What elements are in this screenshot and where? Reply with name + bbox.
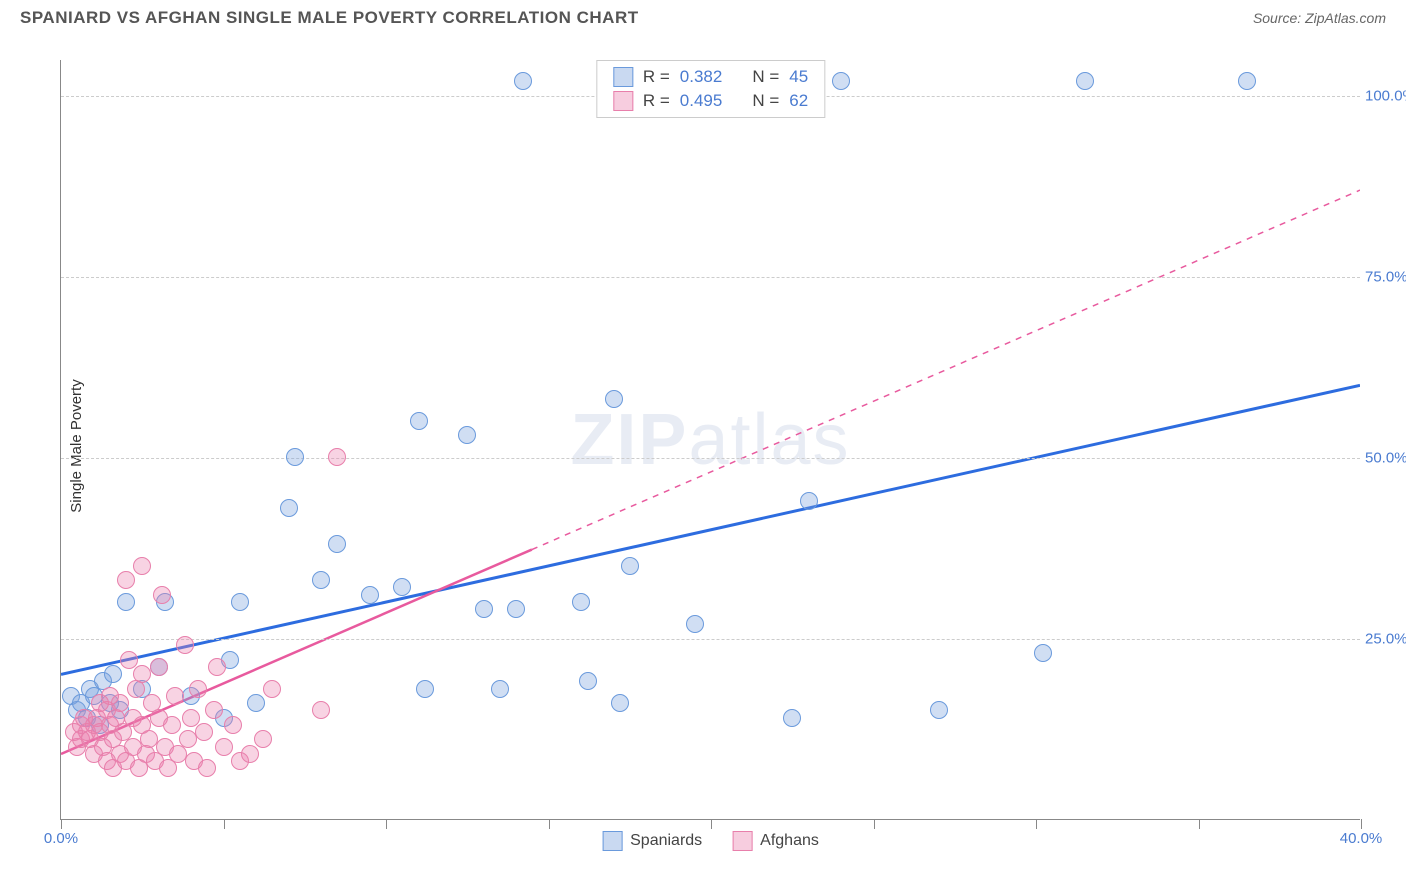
scatter-point — [800, 492, 818, 510]
x-tick-label: 40.0% — [1340, 830, 1383, 847]
scatter-point — [458, 426, 476, 444]
scatter-point — [579, 672, 597, 690]
scatter-point — [133, 665, 151, 683]
y-tick-label: 75.0% — [1365, 269, 1406, 286]
scatter-point — [361, 586, 379, 604]
scatter-point — [205, 701, 223, 719]
scatter-point — [208, 658, 226, 676]
scatter-point — [410, 412, 428, 430]
chart-plot-area: ZIPatlas 25.0%50.0%75.0%100.0%0.0%40.0%R… — [60, 60, 1360, 820]
y-tick-label: 50.0% — [1365, 450, 1406, 467]
x-tick — [1036, 819, 1037, 829]
scatter-point — [280, 499, 298, 517]
scatter-point — [686, 615, 704, 633]
scatter-point — [247, 694, 265, 712]
stats-row: R = 0.495 N = 62 — [613, 91, 808, 111]
scatter-point — [605, 390, 623, 408]
n-label: N = — [752, 67, 779, 87]
scatter-point — [572, 593, 590, 611]
y-tick-label: 100.0% — [1365, 88, 1406, 105]
r-value: 0.495 — [680, 91, 723, 111]
scatter-point — [153, 586, 171, 604]
x-tick — [224, 819, 225, 829]
x-tick — [549, 819, 550, 829]
legend-swatch — [732, 831, 752, 851]
scatter-point — [215, 738, 233, 756]
legend-label: Spaniards — [630, 832, 702, 850]
gridline-h — [61, 458, 1360, 459]
scatter-point — [189, 680, 207, 698]
x-tick — [711, 819, 712, 829]
scatter-point — [120, 651, 138, 669]
trendline-dashed — [532, 190, 1360, 549]
scatter-point — [117, 593, 135, 611]
n-value: 62 — [789, 91, 808, 111]
scatter-point — [312, 701, 330, 719]
scatter-point — [195, 723, 213, 741]
legend-swatch — [602, 831, 622, 851]
chart-title: SPANIARD VS AFGHAN SINGLE MALE POVERTY C… — [20, 8, 639, 28]
scatter-point — [611, 694, 629, 712]
n-label: N = — [752, 91, 779, 111]
scatter-point — [104, 665, 122, 683]
source-attribution: Source: ZipAtlas.com — [1253, 10, 1386, 26]
scatter-point — [621, 557, 639, 575]
scatter-point — [198, 759, 216, 777]
scatter-point — [491, 680, 509, 698]
scatter-point — [117, 571, 135, 589]
scatter-point — [241, 745, 259, 763]
legend-label: Afghans — [760, 832, 819, 850]
scatter-point — [179, 730, 197, 748]
scatter-point — [507, 600, 525, 618]
scatter-point — [832, 72, 850, 90]
r-label: R = — [643, 67, 670, 87]
x-tick — [1199, 819, 1200, 829]
scatter-point — [163, 716, 181, 734]
scatter-point — [150, 658, 168, 676]
legend-swatch — [613, 91, 633, 111]
scatter-point — [475, 600, 493, 618]
legend-swatch — [613, 67, 633, 87]
series-legend: Spaniards Afghans — [602, 831, 819, 851]
trendline-solid — [61, 385, 1360, 674]
scatter-point — [1238, 72, 1256, 90]
y-tick-label: 25.0% — [1365, 631, 1406, 648]
x-tick-label: 0.0% — [44, 830, 78, 847]
scatter-point — [416, 680, 434, 698]
n-value: 45 — [789, 67, 808, 87]
scatter-point — [231, 593, 249, 611]
scatter-point — [111, 694, 129, 712]
scatter-point — [328, 448, 346, 466]
gridline-h — [61, 277, 1360, 278]
x-tick — [1361, 819, 1362, 829]
scatter-point — [133, 557, 151, 575]
scatter-point — [1034, 644, 1052, 662]
x-tick — [386, 819, 387, 829]
stats-row: R = 0.382 N = 45 — [613, 67, 808, 87]
scatter-point — [176, 636, 194, 654]
r-label: R = — [643, 91, 670, 111]
x-tick — [61, 819, 62, 829]
watermark: ZIPatlas — [570, 399, 850, 481]
r-value: 0.382 — [680, 67, 723, 87]
gridline-h — [61, 639, 1360, 640]
legend-item: Afghans — [732, 831, 819, 851]
scatter-point — [328, 535, 346, 553]
x-tick — [874, 819, 875, 829]
scatter-point — [393, 578, 411, 596]
scatter-point — [930, 701, 948, 719]
scatter-point — [514, 72, 532, 90]
scatter-point — [166, 687, 184, 705]
legend-item: Spaniards — [602, 831, 702, 851]
scatter-point — [1076, 72, 1094, 90]
scatter-point — [286, 448, 304, 466]
scatter-point — [263, 680, 281, 698]
correlation-stats-box: R = 0.382 N = 45 R = 0.495 N = 62 — [596, 60, 825, 118]
scatter-point — [783, 709, 801, 727]
scatter-point — [312, 571, 330, 589]
scatter-point — [254, 730, 272, 748]
scatter-point — [224, 716, 242, 734]
scatter-point — [182, 709, 200, 727]
